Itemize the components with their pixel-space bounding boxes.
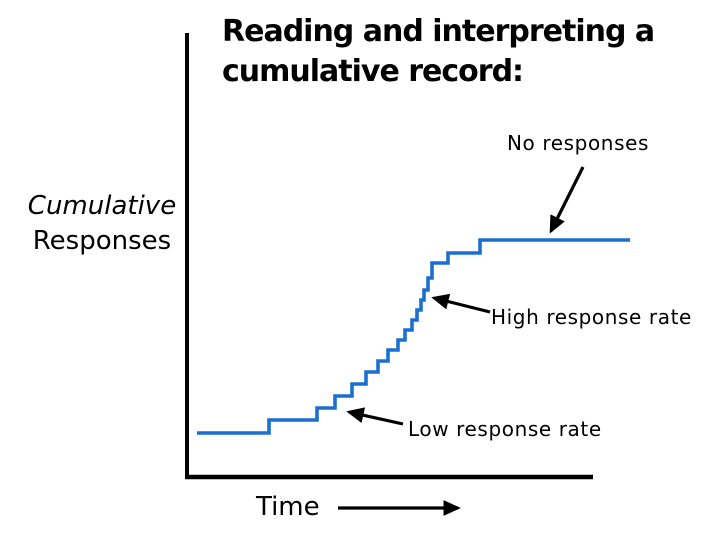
- annotation-arrow-1: [431, 293, 491, 314]
- annotation-high-response-rate: High response rate: [491, 305, 692, 329]
- slide-title: Reading and interpreting a cumulative re…: [222, 12, 655, 92]
- y-axis-label-line2: Responses: [32, 226, 172, 256]
- annotation-no-responses: No responses: [507, 131, 650, 155]
- cumulative-response-curve: [197, 238, 630, 435]
- slide-title-line2: cumulative record:: [222, 54, 524, 89]
- y-axis-label-line1: Cumulative: [27, 191, 177, 221]
- annotation-low-response-rate: Low response rate: [408, 417, 602, 441]
- x-axis-label-time: Time: [256, 492, 320, 522]
- annotation-arrow-0: [549, 166, 585, 234]
- y-axis-label: Cumulative Responses: [16, 189, 188, 259]
- slide-title-line1: Reading and interpreting a: [222, 14, 655, 49]
- annotation-arrow-2: [346, 407, 404, 426]
